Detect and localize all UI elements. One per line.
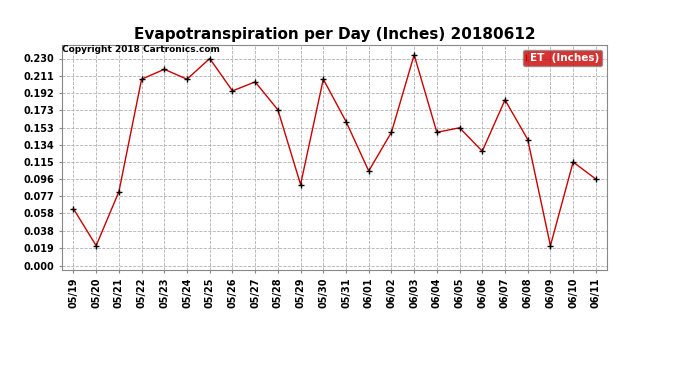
- Legend: ET  (Inches): ET (Inches): [524, 50, 602, 66]
- Text: Copyright 2018 Cartronics.com: Copyright 2018 Cartronics.com: [62, 45, 220, 54]
- Title: Evapotranspiration per Day (Inches) 20180612: Evapotranspiration per Day (Inches) 2018…: [134, 27, 535, 42]
